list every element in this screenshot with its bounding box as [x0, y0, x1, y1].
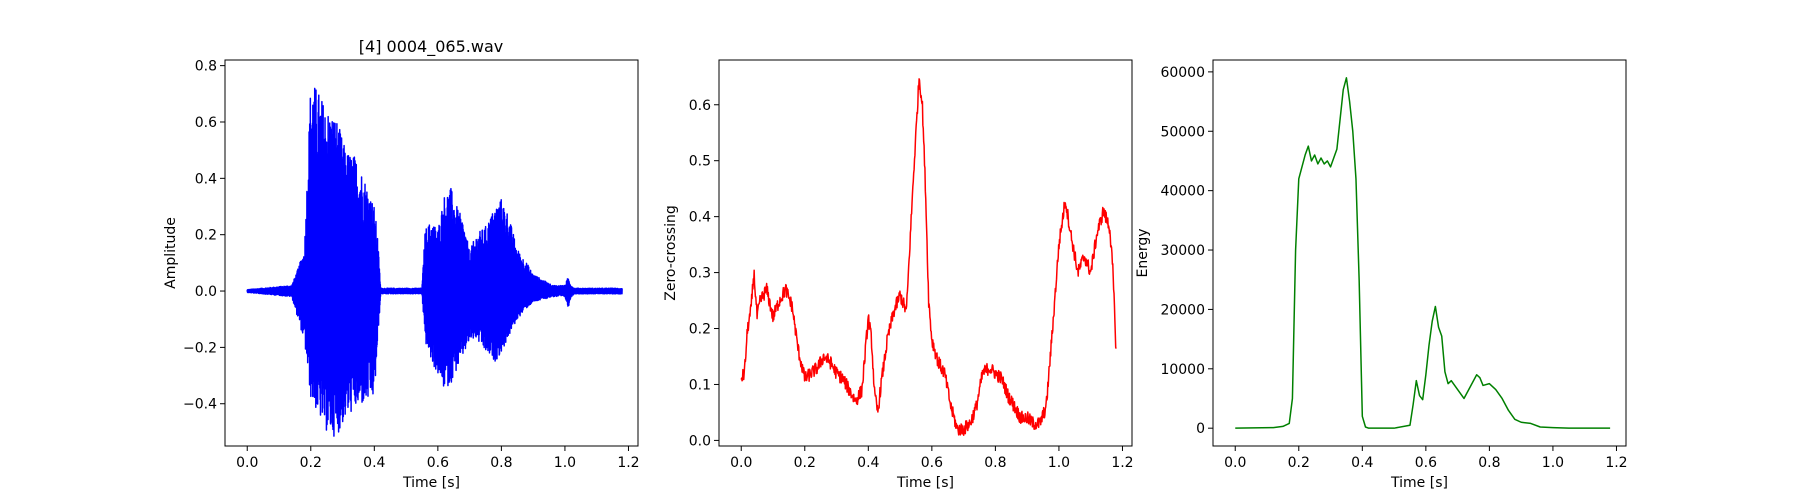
chart-title: [4] 0004_065.wav — [359, 37, 503, 57]
amplitude-waveform-chart: [4] 0004_065.wav 0.0 0.2 0.4 0.6 0.8 1.0 1.2 −0… — [163, 37, 640, 491]
x-tick-label: 0.4 — [363, 455, 385, 471]
y-tick-label: −0.4 — [183, 397, 217, 413]
y-tick-label: −0.2 — [183, 340, 217, 356]
x-axis-label: Time [s] — [1390, 475, 1448, 491]
x-tick-label: 0.4 — [857, 455, 879, 471]
y-tick-label: 60000 — [1160, 65, 1205, 81]
x-tick-label: 1.0 — [1542, 455, 1564, 471]
plot-frame — [1212, 59, 1627, 447]
y-tick-label: 30000 — [1160, 243, 1205, 259]
y-tick-label: 0 — [1196, 421, 1205, 437]
x-tick-label: 0.8 — [984, 455, 1006, 471]
y-axis-label: Energy — [1135, 228, 1151, 277]
plot-frame — [224, 59, 639, 447]
x-tick-label: 0.2 — [300, 455, 322, 471]
x-tick-label: 0.4 — [1351, 455, 1373, 471]
x-tick-label: 1.2 — [617, 455, 639, 471]
series-line — [740, 78, 1117, 436]
x-tick-label: 0.8 — [1478, 455, 1500, 471]
zero-crossing-chart: 0.0 0.2 0.4 0.6 0.8 1.0 1.2 0.0 0.1 0.2 0.3 0.4 0.5 0… — [663, 59, 1134, 491]
x-tick-label: 0.2 — [794, 455, 816, 471]
x-tick-label: 1.2 — [1605, 455, 1627, 471]
y-tick-label: 0.4 — [689, 210, 711, 226]
y-axis-label: Amplitude — [163, 217, 179, 289]
x-axis-label: Time [s] — [896, 475, 954, 491]
series-line — [246, 87, 623, 437]
x-tick-label: 1.0 — [1048, 455, 1070, 471]
y-tick-label: 0.8 — [195, 59, 217, 75]
y-tick-label: 0.3 — [689, 266, 711, 282]
y-tick-label: 0.5 — [689, 154, 711, 170]
y-tick-label: 50000 — [1160, 124, 1205, 140]
y-tick-label: 0.4 — [195, 171, 217, 187]
x-tick-label: 0.0 — [730, 455, 752, 471]
y-tick-label: 0.0 — [689, 433, 711, 449]
x-axis-label: Time [s] — [402, 475, 460, 491]
x-tick-label: 0.0 — [1224, 455, 1246, 471]
y-tick-label: 0.0 — [195, 284, 217, 300]
x-tick-label: 0.6 — [427, 455, 449, 471]
x-tick-label: 0.6 — [1415, 455, 1437, 471]
y-tick-label: 0.2 — [689, 322, 711, 338]
y-tick-label: 20000 — [1160, 302, 1205, 318]
x-tick-label: 1.0 — [554, 455, 576, 471]
x-tick-label: 0.8 — [490, 455, 512, 471]
y-tick-label: 40000 — [1160, 184, 1205, 200]
y-tick-label: 0.6 — [689, 98, 711, 114]
y-axis-label: Zero-crossing — [663, 205, 679, 300]
x-tick-label: 0.6 — [921, 455, 943, 471]
y-tick-label: 0.6 — [195, 115, 217, 131]
plot-frame — [718, 59, 1133, 447]
x-tick-label: 0.0 — [236, 455, 258, 471]
series-line — [1235, 77, 1611, 429]
energy-chart: 0.0 0.2 0.4 0.6 0.8 1.0 1.2 0 10000 20000 30000 400… — [1135, 59, 1628, 491]
y-tick-label: 10000 — [1160, 362, 1205, 378]
y-tick-label: 0.1 — [689, 377, 711, 393]
x-tick-label: 0.2 — [1288, 455, 1310, 471]
x-tick-label: 1.2 — [1111, 455, 1133, 471]
y-tick-label: 0.2 — [195, 228, 217, 244]
